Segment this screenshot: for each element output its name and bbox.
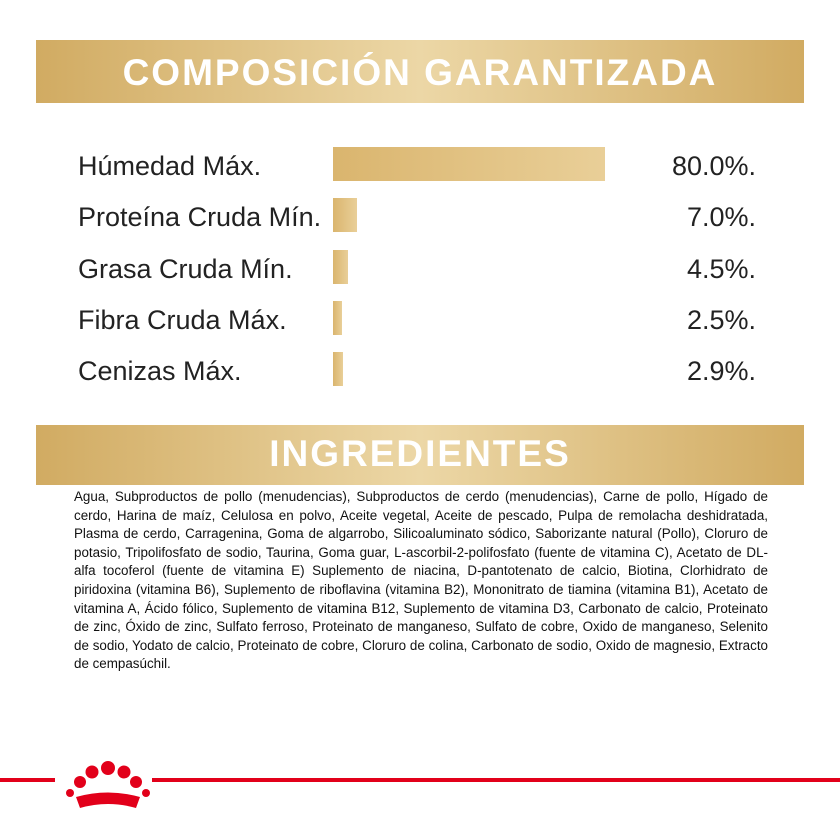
nutrient-label: Proteína Cruda Mín.: [78, 202, 322, 233]
nutrient-value: 80.0%.: [671, 151, 756, 181]
nutrient-value: 2.9%.: [686, 356, 756, 387]
bar: [333, 352, 343, 387]
nutrient-value: 4.5%.: [686, 253, 756, 284]
nutrient-label: Grasa Cruda Mín.: [78, 253, 293, 284]
ingredients-text: Agua, Subproductos de pollo (menudencias…: [74, 489, 768, 672]
composition-row: Húmedad Máx. 80.0%.: [0, 147, 840, 187]
nutrient-value: 7.0%.: [686, 202, 756, 233]
bar: [333, 147, 605, 181]
nutrient-label: Fibra Cruda Máx.: [78, 304, 287, 335]
composition-row: Grasa Cruda Mín. 4.5%.: [0, 249, 840, 290]
section-title: INGREDIENTES: [36, 425, 804, 485]
bar: [333, 198, 357, 233]
section-title: COMPOSICIÓN GARANTIZADA: [36, 40, 804, 103]
nutrient-value: 2.5%.: [686, 304, 756, 335]
composition-row: Fibra Cruda Máx. 2.5%.: [0, 300, 840, 341]
bar: [333, 249, 349, 284]
composition-row: Cenizas Máx. 2.9%.: [0, 352, 840, 392]
composition-row: Proteína Cruda Mín. 7.0%.: [0, 198, 840, 238]
nutrient-label: Cenizas Máx.: [78, 356, 242, 387]
nutrient-label: Húmedad Máx.: [78, 151, 262, 181]
bar: [333, 300, 342, 335]
